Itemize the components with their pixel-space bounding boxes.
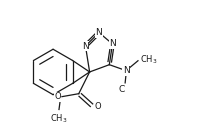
Text: C: C: [119, 85, 125, 94]
Text: CH$_3$: CH$_3$: [50, 112, 68, 125]
Text: N: N: [123, 66, 130, 75]
Text: O: O: [54, 92, 61, 101]
Text: N: N: [96, 28, 102, 37]
Text: O: O: [95, 102, 101, 111]
Text: CH$_3$: CH$_3$: [140, 53, 157, 66]
Text: N: N: [109, 39, 116, 48]
Text: N: N: [82, 41, 89, 50]
